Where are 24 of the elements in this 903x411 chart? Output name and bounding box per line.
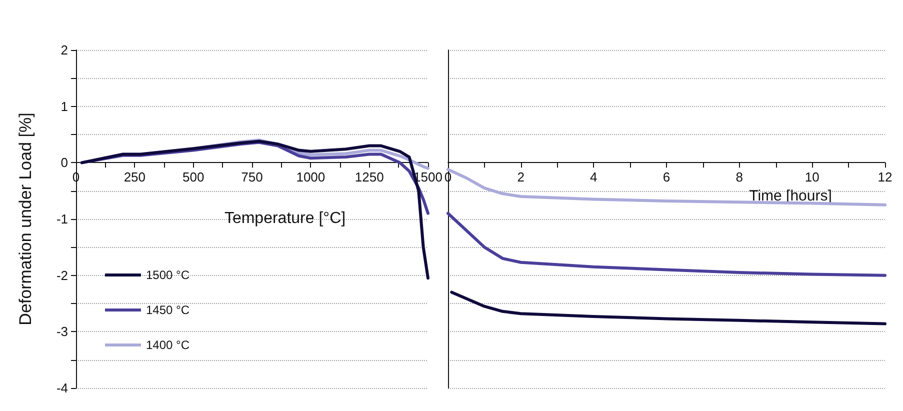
y-tick-label: -1 — [56, 212, 68, 226]
x-tick-label: 4 — [590, 170, 598, 185]
y-axis-title: Deformation under Load [%] — [16, 112, 35, 326]
legend-label: 1450 °C — [146, 303, 190, 317]
x-tick-label: 6 — [662, 170, 670, 185]
legend-label: 1500 °C — [146, 268, 190, 282]
x-tick-label: 8 — [736, 170, 743, 185]
y-tick-label: -3 — [56, 324, 68, 340]
x-tick-label: 750 — [241, 170, 263, 185]
y-tick-label: 1 — [60, 98, 68, 114]
y-tick-label: -4 — [56, 380, 68, 396]
x-tick-label: 2 — [517, 170, 524, 185]
y-tick-label: 2 — [60, 42, 68, 58]
x-tick-label: 500 — [182, 170, 204, 185]
x-tick-label: 250 — [124, 170, 146, 185]
legend-label: 1400 °C — [146, 338, 190, 352]
x-axis-title: Temperature [°C] — [224, 210, 346, 228]
x-tick-label: 12 — [878, 170, 892, 185]
y-tick-label: 0 — [60, 155, 68, 170]
x-axis-title: Time [hours] — [749, 188, 832, 205]
x-tick-label: 1250 — [354, 170, 384, 185]
x-tick-label: 10 — [804, 170, 820, 185]
y-tick-label: -2 — [56, 268, 68, 283]
x-tick-label: 1000 — [296, 170, 326, 185]
